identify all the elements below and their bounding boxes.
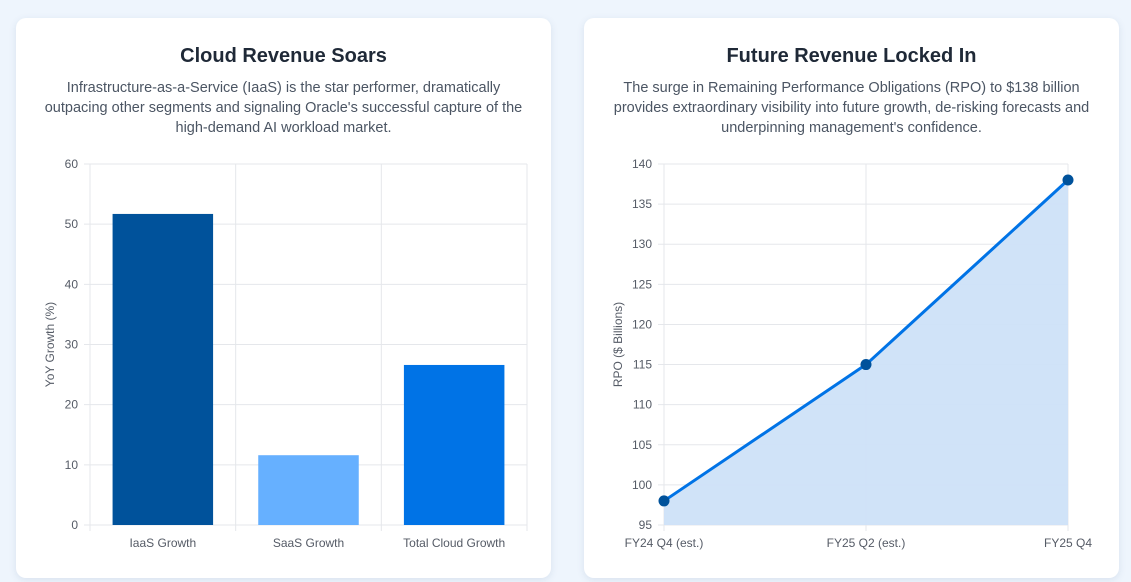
bar-saas-growth	[258, 455, 359, 525]
x-tick-label: SaaS Growth	[273, 536, 344, 550]
y-tick-label: 125	[632, 277, 652, 291]
x-tick-label: FY24 Q4 (est.)	[625, 536, 704, 550]
y-tick-label: 110	[633, 398, 652, 412]
y-tick-label: 50	[65, 217, 79, 231]
y-tick-label: 135	[632, 197, 652, 211]
y-tick-label: 10	[65, 458, 79, 472]
y-tick-label: 95	[639, 518, 653, 532]
y-axis-title: RPO ($ Billions)	[611, 302, 625, 387]
y-tick-label: 60	[65, 157, 79, 171]
y-tick-label: 115	[633, 358, 652, 372]
y-tick-label: 130	[632, 237, 652, 251]
growth-chart-card: Cloud Revenue Soars Infrastructure-as-a-…	[16, 18, 551, 578]
x-tick-label: IaaS Growth	[129, 536, 196, 550]
y-axis-title: YoY Growth (%)	[43, 302, 57, 387]
y-tick-label: 40	[65, 277, 79, 291]
rpo-point-fy24-q4-est	[658, 495, 670, 507]
x-tick-label: Total Cloud Growth	[403, 536, 505, 550]
bar-total-cloud-growth	[403, 364, 505, 525]
rpo-chart-title: Future Revenue Locked In	[726, 45, 977, 67]
rpo-point-fy25-q4	[1062, 174, 1074, 186]
bar-iaas-growth	[112, 213, 214, 525]
growth-chart-description: Infrastructure-as-a-Service (IaaS) is th…	[44, 80, 523, 136]
y-tick-label: 105	[632, 438, 652, 452]
growth-bar-chart: 0 10 20 30 40 50 60 IaaS Growth SaaS Growth Total…	[43, 157, 528, 550]
y-tick-label: 100	[632, 478, 652, 492]
rpo-point-fy25-q2-est	[860, 359, 872, 371]
rpo-chart-description: The surge in Remaining Performance Oblig…	[613, 80, 1090, 136]
y-tick-label: 0	[71, 518, 78, 532]
x-tick-label: FY25 Q2 (est.)	[827, 536, 906, 550]
y-tick-label: 20	[65, 398, 79, 412]
rpo-area-fill	[664, 180, 1068, 526]
rpo-area-chart: 95 100 105 110 115 120 125 130 135 140 FY24 Q4 (es…	[611, 157, 1092, 550]
x-tick-label: FY25 Q4	[1044, 536, 1092, 550]
growth-chart-title: Cloud Revenue Soars	[180, 45, 387, 67]
y-tick-label: 30	[65, 338, 79, 352]
y-tick-label: 140	[632, 157, 652, 171]
y-tick-label: 120	[632, 317, 652, 331]
rpo-chart-card: Future Revenue Locked In The surge in Re…	[584, 18, 1119, 578]
